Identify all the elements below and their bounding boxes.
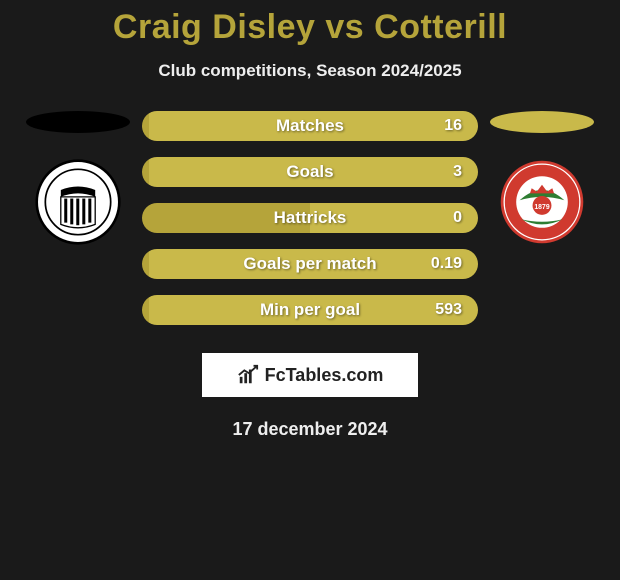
- stat-bar-left-fill: [142, 157, 149, 187]
- right-player-ellipse: [490, 111, 594, 133]
- left-player-ellipse: [26, 111, 130, 133]
- stat-label: Goals: [286, 162, 333, 182]
- stat-bar-left-fill: [142, 111, 149, 141]
- svg-text:1879: 1879: [534, 204, 549, 211]
- stat-label: Goals per match: [243, 254, 376, 274]
- subtitle: Club competitions, Season 2024/2025: [0, 61, 620, 81]
- stat-label: Hattricks: [274, 208, 347, 228]
- stat-label: Matches: [276, 116, 344, 136]
- chart-icon: [237, 364, 259, 386]
- stat-label: Min per goal: [260, 300, 360, 320]
- stat-value-right: 0.19: [431, 255, 462, 273]
- root: Craig Disley vs Cotterill Club competiti…: [0, 0, 620, 440]
- brand-badge: FcTables.com: [202, 353, 418, 397]
- stat-row: Goals 3: [142, 157, 478, 187]
- stat-row: Matches 16: [142, 111, 478, 141]
- stat-row: Hattricks 0: [142, 203, 478, 233]
- left-player-col: [18, 111, 138, 245]
- stat-row: Min per goal 593: [142, 295, 478, 325]
- stat-bar-left-fill: [142, 249, 149, 279]
- stat-value-right: 0: [453, 209, 462, 227]
- stat-value-right: 593: [435, 301, 462, 319]
- grimsby-crest-icon: [35, 159, 121, 245]
- stat-bars: Matches 16 Goals 3 Hattricks 0 Goals per match…: [138, 111, 482, 325]
- stat-value-right: 16: [444, 117, 462, 135]
- stat-value-right: 3: [453, 163, 462, 181]
- comparison-row: Matches 16 Goals 3 Hattricks 0 Goals per match…: [0, 111, 620, 325]
- stat-bar-left-fill: [142, 295, 149, 325]
- page-title: Craig Disley vs Cotterill: [0, 8, 620, 47]
- stat-row: Goals per match 0.19: [142, 249, 478, 279]
- brand-text: FcTables.com: [265, 365, 384, 386]
- right-player-col: 1879: [482, 111, 602, 245]
- date-text: 17 december 2024: [0, 419, 620, 440]
- right-club-crest: 1879: [499, 159, 585, 245]
- left-club-crest: [35, 159, 121, 245]
- swindon-crest-icon: 1879: [499, 159, 585, 245]
